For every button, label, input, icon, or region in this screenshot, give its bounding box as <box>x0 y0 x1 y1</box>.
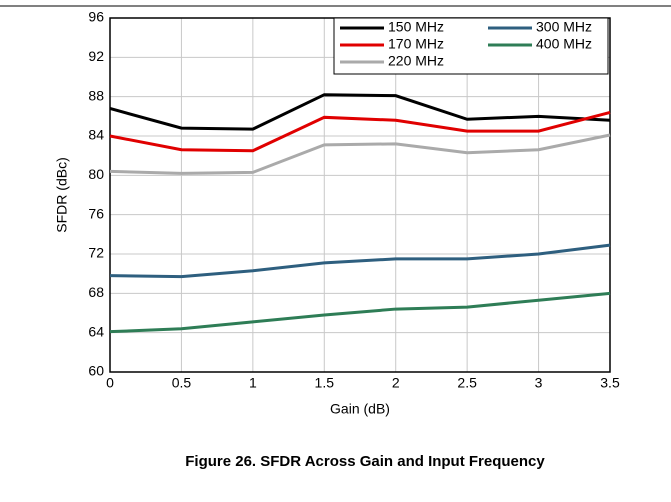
legend-label: 170 MHz <box>388 36 444 52</box>
x-tick-label: 3 <box>535 375 543 391</box>
series-line <box>109 243 611 279</box>
y-tick-label: 60 <box>88 363 104 379</box>
legend-label: 220 MHz <box>388 53 444 69</box>
y-tick-label: 88 <box>88 87 104 103</box>
x-tick-label: 0.5 <box>172 375 192 391</box>
y-tick-label: 72 <box>88 245 104 261</box>
series-line <box>109 110 611 153</box>
y-tick-label: 92 <box>88 48 104 64</box>
legend-label: 300 MHz <box>536 19 592 35</box>
y-tick-label: 84 <box>88 127 104 143</box>
figure-caption: Figure 26. SFDR Across Gain and Input Fr… <box>185 453 545 470</box>
series-line <box>109 291 611 334</box>
y-tick-label: 64 <box>88 323 104 339</box>
y-tick-label: 76 <box>88 205 104 221</box>
x-tick-label: 3.5 <box>600 375 620 391</box>
y-tick-label: 68 <box>88 284 104 300</box>
x-tick-label: 1 <box>249 375 257 391</box>
x-tick-label: 0 <box>106 375 114 391</box>
x-tick-label: 2.5 <box>457 375 477 391</box>
x-tick-label: 2 <box>392 375 400 391</box>
legend-label: 150 MHz <box>388 19 444 35</box>
series-line <box>109 133 611 175</box>
y-tick-label: 80 <box>88 166 104 182</box>
y-tick-label: 96 <box>88 9 104 25</box>
legend-label: 400 MHz <box>536 36 592 52</box>
x-axis-label: Gain (dB) <box>330 401 390 417</box>
x-tick-label: 1.5 <box>315 375 335 391</box>
y-axis-label: SFDR (dBc) <box>54 157 70 232</box>
series-line <box>109 93 611 131</box>
